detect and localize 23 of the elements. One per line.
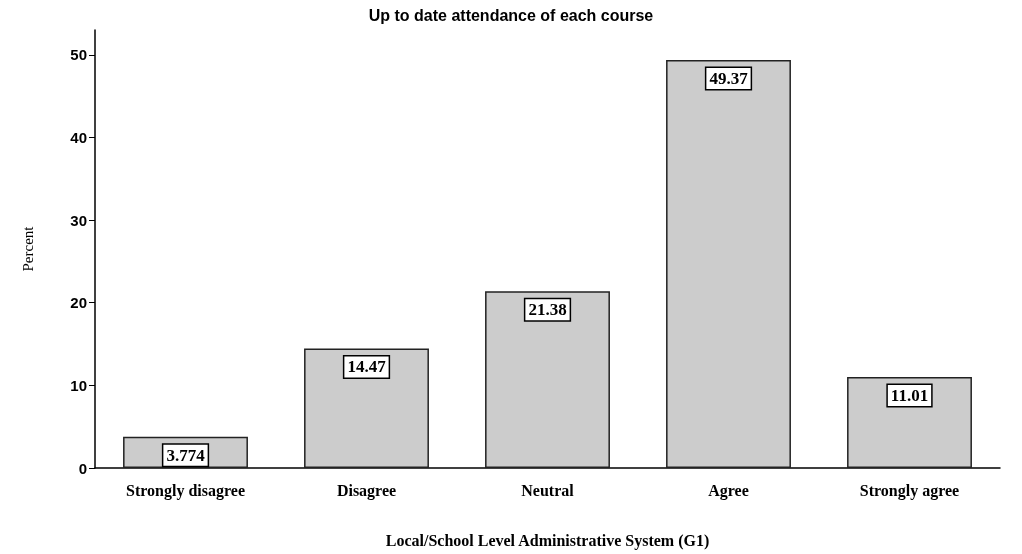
x-tick-label: Strongly disagree: [126, 482, 245, 500]
data-label: 21.38: [528, 300, 567, 320]
y-tick-label: 0: [78, 459, 87, 477]
x-tick-label: Agree: [708, 482, 749, 500]
y-tick-label: 40: [70, 128, 87, 146]
bar: [304, 348, 429, 468]
data-label: 49.37: [709, 69, 749, 88]
y-axis-title: Percent: [19, 225, 36, 272]
bar: [666, 60, 791, 468]
x-tick-label: Neutral: [521, 482, 575, 499]
y-tick-label: 30: [70, 211, 87, 229]
data-label: 14.47: [347, 357, 387, 377]
bar: [847, 377, 972, 468]
y-tick-label: 20: [70, 294, 87, 312]
x-tick-label: Strongly agree: [859, 482, 960, 500]
chart-title: Up to date attendance of each course: [368, 6, 654, 24]
bar: [485, 291, 610, 468]
y-tick-label: 10: [70, 376, 87, 394]
x-axis-title: Local/School Level Administrative System (G1): [385, 531, 710, 550]
y-tick-label: 50: [70, 46, 87, 64]
data-label: 11.01: [890, 386, 929, 406]
x-tick-label: Disagree: [336, 482, 397, 500]
data-label: 3.774: [166, 445, 206, 465]
